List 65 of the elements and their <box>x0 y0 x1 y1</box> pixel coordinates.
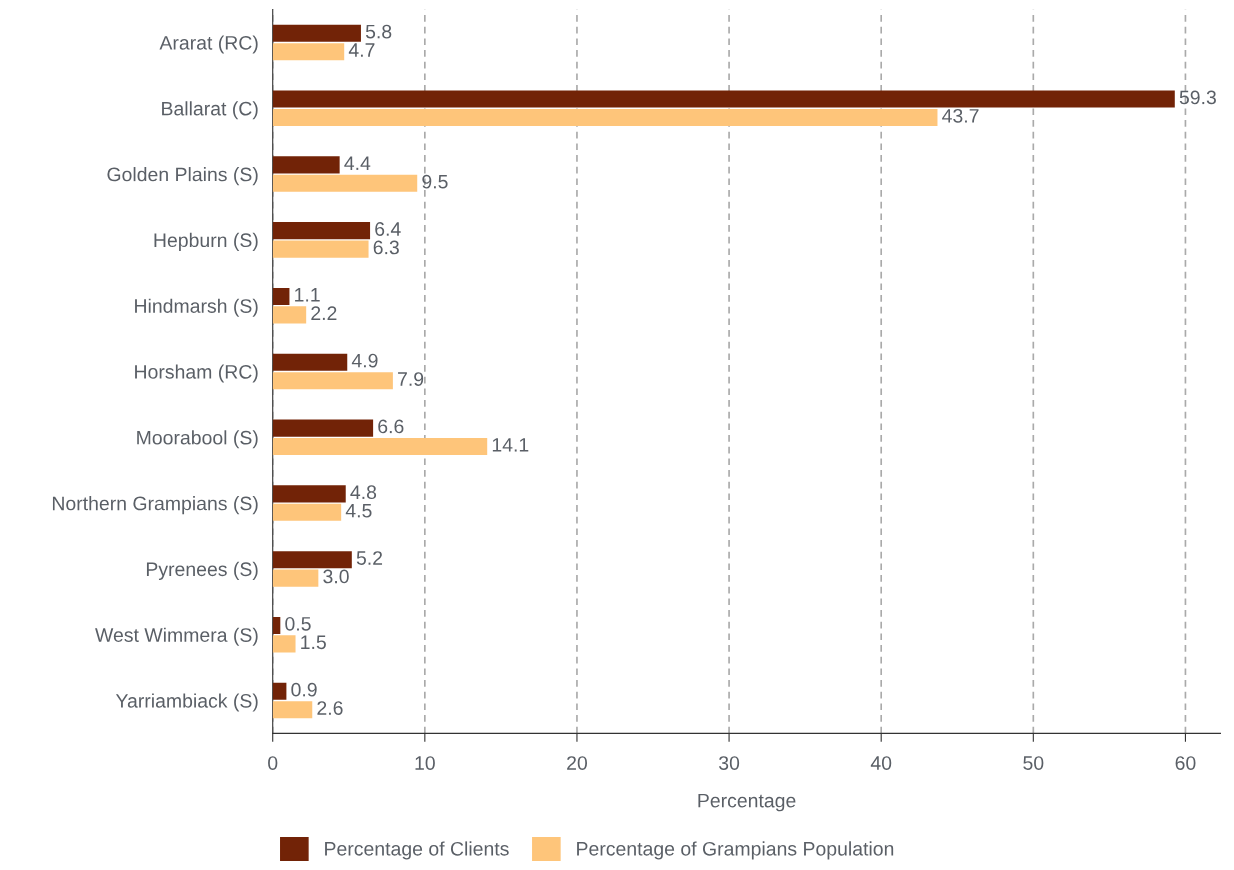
bar <box>272 174 418 192</box>
bar <box>272 287 290 306</box>
bar <box>272 701 313 719</box>
y-tick-label: Horsham (RC) <box>135 364 258 383</box>
data-label: 6.6 <box>378 419 404 434</box>
x-tick-label: 20 <box>567 756 588 770</box>
x-tick-label: 40 <box>870 756 892 770</box>
bar <box>272 372 393 390</box>
legend-label: Percentage of Grampians Population <box>577 841 894 860</box>
bar <box>272 24 361 42</box>
data-label: 9.5 <box>422 174 448 189</box>
data-label: 4.8 <box>350 485 377 500</box>
data-label: 6.4 <box>375 222 401 236</box>
bar <box>272 306 307 324</box>
data-label: 4.4 <box>344 156 371 170</box>
legend-label: Percentage of Clients <box>325 841 509 860</box>
data-label: 59.3 <box>1179 90 1216 105</box>
y-tick-label: Ararat (RC) <box>159 35 258 54</box>
data-label: 4.5 <box>345 503 372 518</box>
x-tick-label: 50 <box>1023 756 1044 770</box>
data-label: 5.8 <box>365 24 392 39</box>
bar <box>272 419 374 437</box>
data-label: 4.9 <box>351 353 378 368</box>
data-label: 7.9 <box>398 372 424 386</box>
data-label: 4.7 <box>348 43 375 57</box>
y-tick-label: Moorabool (S) <box>137 430 258 449</box>
y-tick-label: Yarriambiack (S) <box>115 693 258 712</box>
bar <box>272 222 371 240</box>
y-tick-label: Hepburn (S) <box>154 232 258 251</box>
x-axis-title: Percentage <box>698 793 796 812</box>
x-tick-label: 0 <box>268 756 278 770</box>
bar <box>272 485 346 503</box>
data-label: 0.9 <box>291 682 317 697</box>
y-tick-label: Pyrenees (S) <box>146 561 258 580</box>
bar <box>272 551 352 569</box>
bar <box>272 682 287 700</box>
bar <box>272 635 296 653</box>
data-label: 6.3 <box>373 240 399 255</box>
y-tick-label: Golden Plains (S) <box>107 167 258 186</box>
y-tick-label: Ballarat (C) <box>162 101 258 120</box>
bar <box>272 90 1175 108</box>
bar <box>272 108 938 127</box>
y-tick-label: Northern Grampians (S) <box>52 496 258 515</box>
data-label: 5.2 <box>356 551 383 565</box>
bar <box>272 437 488 456</box>
data-label: 3.0 <box>323 569 349 584</box>
data-label: 2.6 <box>317 701 343 715</box>
y-tick-label: Hindmarsh (S) <box>135 298 258 317</box>
x-tick-label: 10 <box>415 756 435 770</box>
bar <box>272 240 369 258</box>
bar <box>272 353 348 371</box>
x-tick-label: 30 <box>719 756 740 770</box>
bar <box>272 569 319 587</box>
bar <box>272 503 342 521</box>
data-label: 0.5 <box>285 616 311 631</box>
bar <box>272 156 340 174</box>
bar <box>272 616 281 635</box>
data-label: 1.5 <box>301 635 326 650</box>
data-label: 14.1 <box>492 438 529 452</box>
x-tick-label: 60 <box>1175 756 1196 770</box>
bar <box>272 43 345 61</box>
data-label: 1.1 <box>295 288 320 302</box>
data-label: 2.2 <box>311 306 337 320</box>
data-label: 43.7 <box>942 108 979 123</box>
y-tick-label: West Wimmera (S) <box>95 627 258 646</box>
